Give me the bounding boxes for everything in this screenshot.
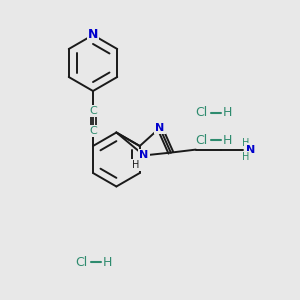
Text: N: N xyxy=(246,145,255,154)
Text: C: C xyxy=(89,126,97,136)
Text: N: N xyxy=(155,123,164,133)
Text: H: H xyxy=(242,138,250,148)
Text: H: H xyxy=(103,256,112,268)
Text: H: H xyxy=(242,152,250,162)
Text: H: H xyxy=(223,134,232,146)
Text: Cl: Cl xyxy=(195,134,207,146)
Text: N: N xyxy=(139,150,148,161)
Text: H: H xyxy=(132,160,140,170)
Text: C: C xyxy=(89,106,97,116)
Text: Cl: Cl xyxy=(195,106,207,119)
Text: H: H xyxy=(223,106,232,119)
Text: Cl: Cl xyxy=(75,256,87,268)
Text: N: N xyxy=(88,28,98,41)
